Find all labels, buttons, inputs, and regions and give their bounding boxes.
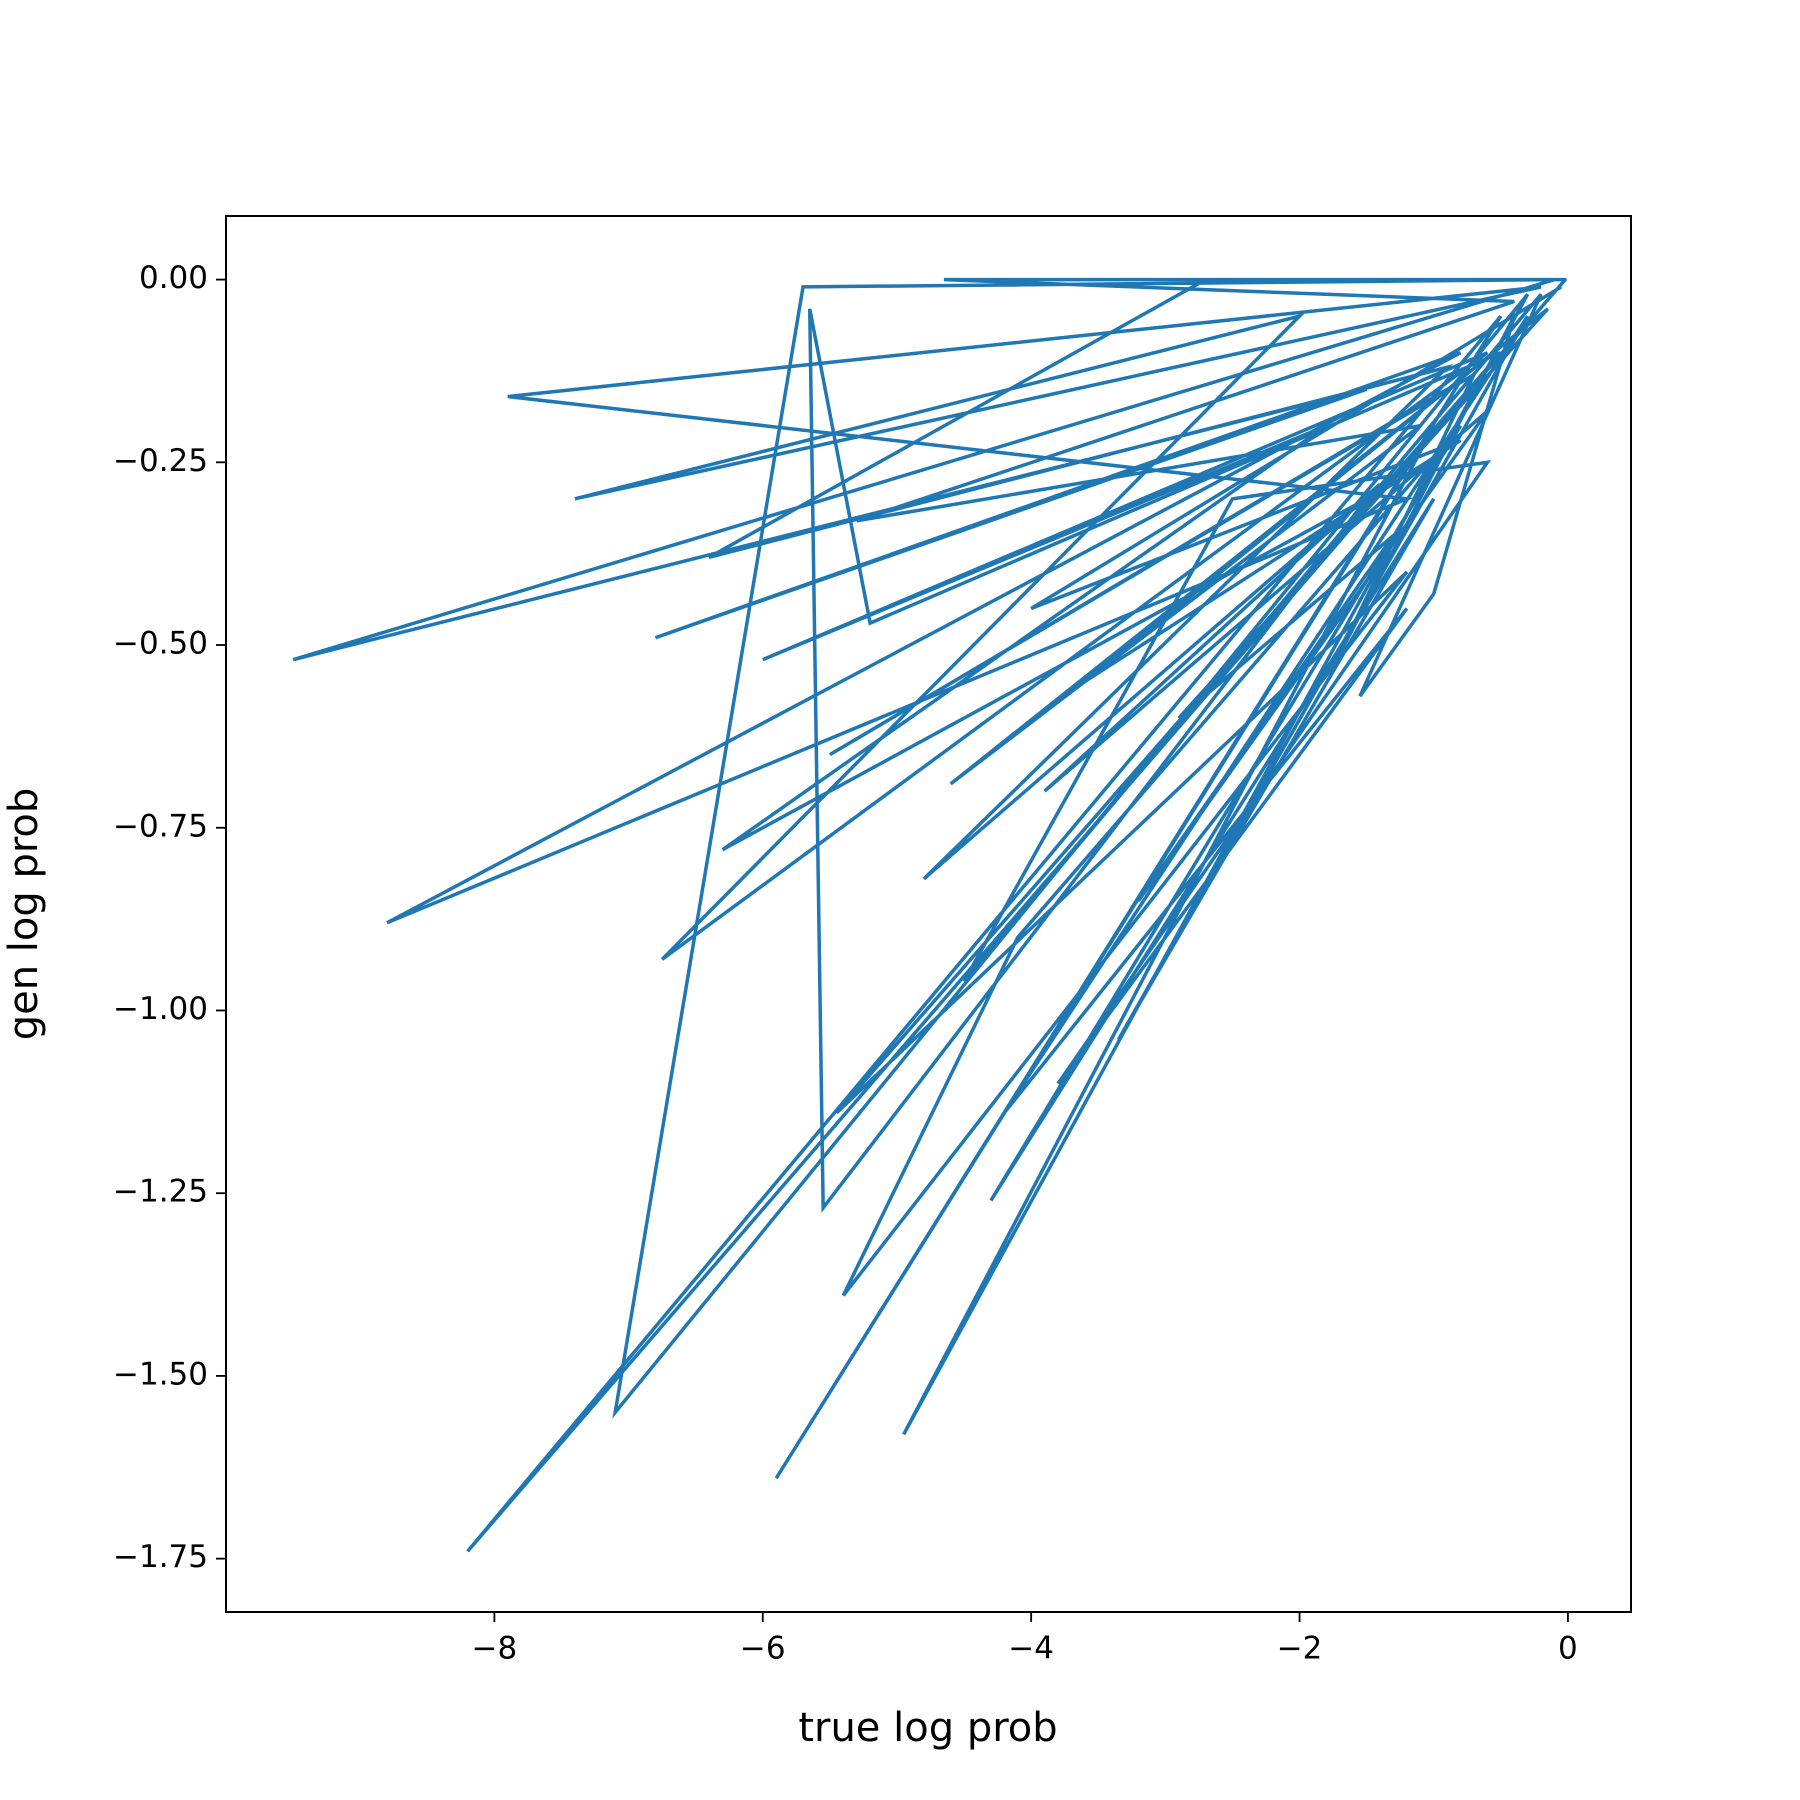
y-axis-title: gen log prob: [1, 788, 47, 1041]
y-tick-label: −1.00: [113, 991, 208, 1027]
x-tick-label: 0: [1558, 1631, 1578, 1667]
y-tick-label: −0.25: [113, 443, 208, 479]
x-tick-label: −8: [472, 1631, 518, 1667]
y-tick-label: −0.50: [113, 626, 208, 662]
data-line: [292, 277, 1567, 1553]
x-tick-label: −4: [1008, 1631, 1054, 1667]
plot-frame: [225, 215, 1632, 1613]
x-tick-label: −6: [740, 1631, 786, 1667]
y-tick-label: −0.75: [113, 808, 208, 844]
y-tick-label: 0.00: [139, 260, 208, 296]
y-tick-label: −1.25: [113, 1174, 208, 1210]
y-tick-label: −1.75: [113, 1539, 208, 1575]
y-tick-label: −1.50: [113, 1356, 208, 1392]
x-tick-label: −2: [1277, 1631, 1323, 1667]
x-axis-title: true log prob: [798, 1705, 1057, 1751]
